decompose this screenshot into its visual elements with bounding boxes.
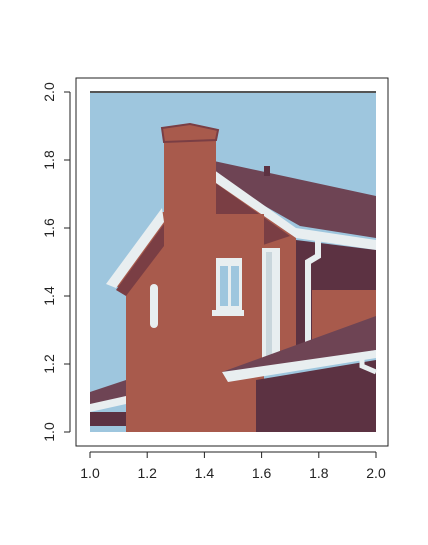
house-image <box>90 91 377 432</box>
plot-frame <box>75 77 389 447</box>
lower-downspout <box>359 356 377 375</box>
x-tick-label: 2.0 <box>366 465 386 481</box>
left-low-wall <box>90 412 126 426</box>
chimney <box>126 134 216 432</box>
window-pane-left <box>220 266 228 306</box>
roof-fascia-right <box>296 228 376 250</box>
y-tick-label: 1.2 <box>41 354 57 374</box>
y-tick-label: 1.6 <box>41 218 57 238</box>
front-wall <box>200 214 264 432</box>
y-axis: 1.0 1.2 1.4 1.6 1.8 2.0 <box>41 82 71 442</box>
left-low-trim <box>90 396 126 412</box>
x-tick-label: 1.0 <box>80 465 100 481</box>
lower-roof <box>222 316 376 378</box>
y-tick-label: 1.8 <box>41 150 57 170</box>
y-tick-label: 1.0 <box>41 422 57 442</box>
lower-roof-fascia <box>222 350 376 382</box>
lower-dark-wall <box>256 360 376 432</box>
gable-vent <box>150 284 158 328</box>
downspout <box>305 240 321 344</box>
upper-wall-shadow <box>200 172 290 246</box>
window-pane-right <box>231 266 239 306</box>
y-tick-label: 1.4 <box>41 286 57 306</box>
roof-fascia-upper <box>200 160 296 240</box>
x-tick-label: 1.6 <box>252 465 272 481</box>
roof-vent <box>264 166 270 176</box>
y-tick-label: 2.0 <box>41 82 57 102</box>
column-shadow <box>266 252 272 356</box>
x-tick-label: 1.4 <box>195 465 215 481</box>
x-axis: 1.0 1.2 1.4 1.6 1.8 2.0 <box>80 451 386 481</box>
left-gable-shadow <box>116 224 164 296</box>
x-tick-label: 1.8 <box>309 465 329 481</box>
chimney-cap <box>160 122 220 144</box>
x-tick-label: 1.2 <box>137 465 157 481</box>
left-gable-trim <box>106 208 164 288</box>
main-roof <box>200 158 376 238</box>
window-sill <box>212 310 244 316</box>
